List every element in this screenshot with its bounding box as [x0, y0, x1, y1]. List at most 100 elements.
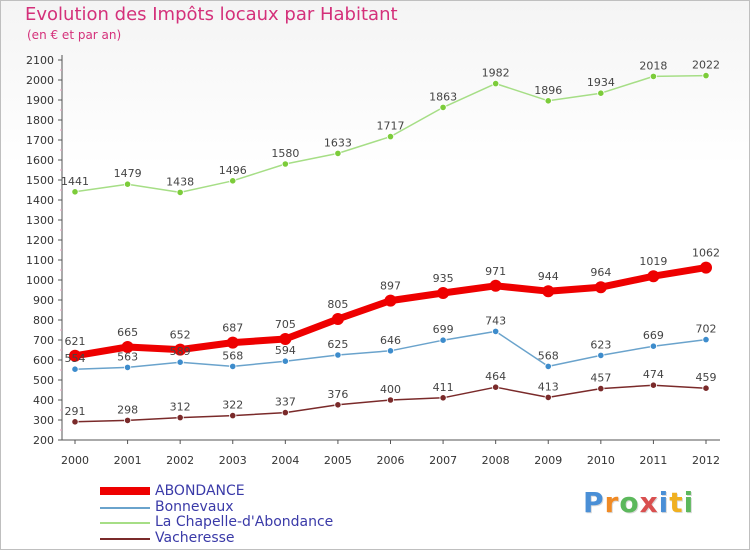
y-tick-label: 1300: [26, 214, 54, 227]
data-label-vacheresse: 312: [170, 401, 191, 414]
data-point-bonnevaux: [544, 362, 552, 370]
y-tick-label: 700: [33, 334, 54, 347]
x-tick-label: 2010: [587, 454, 615, 467]
x-tick-label: 2006: [377, 454, 405, 467]
legend-item-vacheresse: Vacheresse: [100, 529, 400, 547]
data-label-abondance: 897: [380, 280, 401, 293]
data-point-la-chapelle-d-abondance: [176, 188, 184, 196]
data-label-la-chapelle-d-abondance: 1580: [271, 147, 299, 160]
data-point-bonnevaux: [334, 351, 342, 359]
data-point-la-chapelle-d-abondance: [334, 149, 342, 157]
data-label-bonnevaux: 699: [433, 323, 454, 336]
y-tick-label: 900: [33, 294, 54, 307]
y-tick-label: 400: [33, 394, 54, 407]
data-label-la-chapelle-d-abondance: 1441: [61, 175, 89, 188]
data-point-abondance: [226, 336, 239, 349]
data-point-bonnevaux: [123, 363, 132, 371]
data-label-bonnevaux: 568: [538, 349, 559, 362]
data-point-vacheresse: [176, 413, 184, 422]
x-tick-label: 2004: [271, 454, 299, 467]
data-label-abondance: 1019: [639, 255, 667, 268]
x-tick-label: 2008: [482, 454, 510, 467]
data-point-bonnevaux: [176, 358, 184, 366]
data-label-la-chapelle-d-abondance: 1717: [377, 120, 405, 133]
legend-label-abondance: ABONDANCE: [155, 483, 245, 499]
data-label-la-chapelle-d-abondance: 1438: [166, 175, 194, 188]
data-point-abondance: [384, 294, 397, 307]
data-point-abondance: [331, 313, 344, 325]
data-label-abondance: 944: [538, 270, 559, 283]
data-point-la-chapelle-d-abondance: [492, 80, 500, 88]
y-tick-label: 2000: [26, 74, 54, 87]
data-label-vacheresse: 411: [433, 381, 454, 394]
data-point-la-chapelle-d-abondance: [281, 160, 289, 168]
data-label-abondance: 971: [485, 265, 506, 278]
legend-item-abondance: ABONDANCE: [100, 483, 400, 500]
data-label-bonnevaux: 554: [65, 352, 86, 365]
data-point-la-chapelle-d-abondance: [439, 103, 447, 112]
legend-item-la-chapelle: La Chapelle-d'Abondance: [100, 514, 400, 531]
data-point-abondance: [437, 287, 450, 299]
data-point-vacheresse: [71, 418, 79, 426]
data-label-abondance: 805: [327, 298, 348, 311]
data-label-vacheresse: 322: [222, 399, 243, 412]
data-label-bonnevaux: 563: [117, 350, 138, 363]
data-point-vacheresse: [123, 416, 132, 424]
data-label-bonnevaux: 625: [327, 338, 348, 351]
data-point-bonnevaux: [702, 335, 710, 344]
data-point-bonnevaux: [281, 357, 289, 365]
y-tick-label: 600: [33, 354, 54, 367]
data-point-vacheresse: [229, 411, 237, 420]
data-label-bonnevaux: 646: [380, 334, 401, 347]
x-tick-label: 2002: [166, 454, 194, 467]
data-point-abondance: [489, 279, 502, 292]
legend-swatch-la-chapelle: [100, 522, 150, 524]
x-tick-label: 2011: [639, 454, 667, 467]
data-point-vacheresse: [439, 394, 447, 402]
data-label-bonnevaux: 702: [696, 323, 717, 336]
data-point-vacheresse: [492, 383, 500, 391]
data-point-bonnevaux: [597, 351, 605, 359]
data-point-bonnevaux: [492, 327, 500, 335]
legend: ABONDANCE Bonnevaux La Chapelle-d'Abonda…: [100, 483, 400, 547]
data-point-la-chapelle-d-abondance: [386, 133, 395, 141]
data-point-abondance: [69, 349, 81, 362]
y-tick-label: 800: [33, 314, 54, 327]
y-tick-label: 200: [33, 434, 54, 447]
chart-title: Evolution des Impôts locaux par Habitant: [25, 4, 398, 25]
legend-label-la-chapelle: La Chapelle-d'Abondance: [155, 514, 334, 530]
x-tick-label: 2007: [429, 454, 457, 467]
data-label-vacheresse: 337: [275, 396, 296, 409]
data-label-la-chapelle-d-abondance: 1633: [324, 136, 352, 149]
data-point-abondance: [121, 341, 134, 353]
y-tick-label: 500: [33, 374, 54, 387]
y-tick-label: 1600: [26, 154, 54, 167]
data-point-la-chapelle-d-abondance: [702, 72, 710, 80]
y-tick-label: 1200: [26, 234, 54, 247]
data-label-vacheresse: 474: [643, 368, 664, 381]
legend-item-bonnevaux: Bonnevaux: [100, 499, 400, 516]
data-point-vacheresse: [544, 393, 552, 401]
y-tick-label: 1400: [26, 194, 54, 207]
data-label-vacheresse: 376: [327, 388, 348, 401]
data-label-la-chapelle-d-abondance: 1896: [534, 84, 562, 97]
data-point-vacheresse: [386, 396, 395, 404]
data-point-abondance: [700, 261, 712, 274]
legend-label-vacheresse: Vacheresse: [155, 529, 235, 546]
data-label-la-chapelle-d-abondance: 1863: [429, 90, 457, 103]
data-label-la-chapelle-d-abondance: 2018: [639, 59, 667, 72]
legend-swatch-bonnevaux: [100, 506, 150, 509]
data-label-la-chapelle-d-abondance: 2022: [692, 59, 720, 72]
data-point-vacheresse: [334, 401, 342, 409]
data-point-abondance: [174, 343, 187, 356]
data-label-vacheresse: 413: [538, 380, 559, 393]
data-point-bonnevaux: [71, 365, 79, 373]
data-point-la-chapelle-d-abondance: [71, 188, 79, 196]
data-point-abondance: [279, 333, 292, 345]
proxiti-logo: Proxiti: [583, 486, 695, 519]
data-point-vacheresse: [649, 381, 658, 389]
data-point-la-chapelle-d-abondance: [649, 72, 658, 81]
data-label-abondance: 964: [590, 266, 611, 279]
